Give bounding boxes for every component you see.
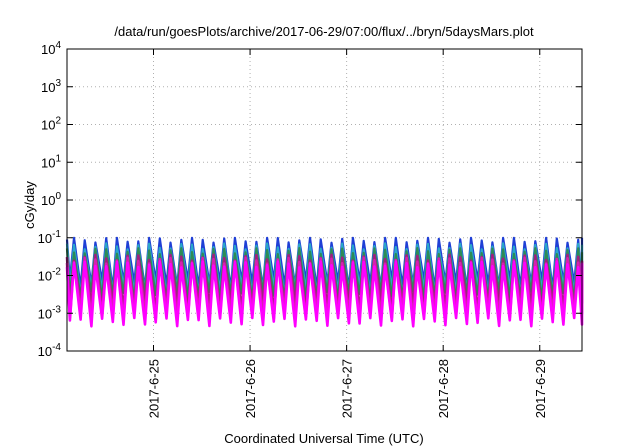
x-tick-label: 2017-6-28 (436, 359, 451, 418)
x-tick-label: 2017-6-25 (147, 359, 162, 418)
y-tick-label: 101 (41, 153, 61, 170)
x-axis: 2017-6-25 2017-6-26 2017-6-27 2017-6-28 2017… (147, 49, 548, 418)
y-tick-label: 10-1 (38, 229, 62, 246)
x-axis-title: Coordinated Universal Time (UTC) (224, 431, 423, 446)
y-tick-label: 102 (41, 116, 61, 133)
y-tick-label: 100 (41, 191, 61, 208)
y-axis: 10-4 10-3 10-2 10-1 100 101 102 103 104 (38, 40, 582, 359)
x-tick-label: 2017-6-29 (533, 359, 548, 418)
y-tick-label: 103 (41, 78, 61, 95)
chart-title: /data/run/goesPlots/archive/2017-06-29/0… (114, 24, 534, 39)
y-tick-label: 104 (41, 40, 61, 57)
y-axis-title: cGy/day (22, 181, 37, 229)
x-tick-label: 2017-6-27 (340, 359, 355, 418)
y-tick-label: 10-3 (38, 304, 62, 321)
series-layer (65, 236, 584, 328)
y-tick-label: 10-2 (38, 267, 62, 284)
x-tick-label: 2017-6-26 (243, 359, 258, 418)
series-line (65, 260, 584, 328)
y-tick-label: 10-4 (38, 342, 62, 359)
